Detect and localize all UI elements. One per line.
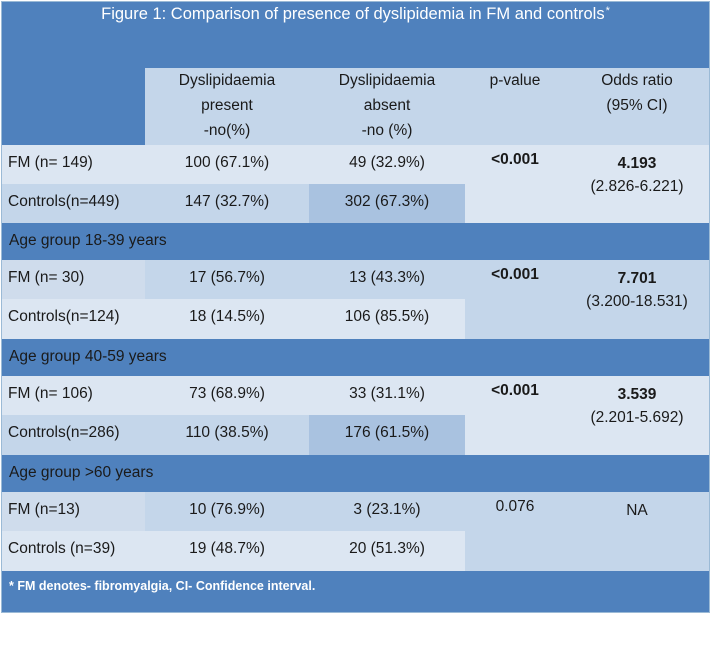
odds-ci: (2.201-5.692)	[590, 409, 684, 426]
row-label: Controls(n=449)	[2, 184, 145, 223]
present-cell: 147 (32.7%)	[145, 184, 309, 223]
absent-cell: 176 (61.5%)	[309, 415, 465, 455]
row-label: Controls (n=39)	[2, 531, 145, 571]
odds-value: 3.539	[617, 386, 657, 403]
header-pvalue-text: p-value	[489, 72, 541, 89]
header-odds-line1: Odds ratio	[601, 72, 673, 89]
odds-value: 7.701	[617, 270, 657, 287]
row-label: FM (n= 149)	[2, 145, 145, 184]
header-present-line1: Dyslipidaemia	[178, 72, 276, 89]
pvalue-cell: 0.076	[465, 492, 565, 571]
table-frame: Figure 1: Comparison of presence of dysl…	[1, 1, 710, 613]
present-cell: 19 (48.7%)	[145, 531, 309, 571]
pvalue-cell: <0.001	[465, 376, 565, 455]
group-label: Age group 18-39 years	[2, 223, 709, 260]
absent-cell: 49 (32.9%)	[309, 145, 465, 184]
header-present-line3: -no(%)	[203, 122, 251, 139]
present-cell: 18 (14.5%)	[145, 299, 309, 339]
odds-value: 4.193	[617, 155, 657, 172]
table-title: Figure 1: Comparison of presence of dysl…	[2, 2, 709, 68]
row-label: FM (n=13)	[2, 492, 145, 531]
pvalue-cell: <0.001	[465, 145, 565, 223]
absent-cell: 3 (23.1%)	[309, 492, 465, 531]
present-cell: 17 (56.7%)	[145, 260, 309, 299]
row-label: FM (n= 30)	[2, 260, 145, 299]
odds-ci: (3.200-18.531)	[586, 293, 688, 310]
header-odds-line2: (95% CI)	[606, 97, 668, 114]
odds-cell: 4.193 (2.826-6.221)	[565, 145, 709, 223]
present-cell: 110 (38.5%)	[145, 415, 309, 455]
absent-cell: 302 (67.3%)	[309, 184, 465, 223]
row-label: FM (n= 106)	[2, 376, 145, 415]
header-present: Dyslipidaemia present -no(%)	[145, 68, 309, 145]
group-label: Age group 40-59 years	[2, 339, 709, 376]
pvalue-cell: <0.001	[465, 260, 565, 339]
odds-ci: (2.826-6.221)	[590, 178, 684, 195]
header-absent-line3: -no (%)	[361, 122, 413, 139]
header-absent-line2: absent	[363, 97, 411, 114]
odds-cell: NA	[565, 492, 709, 571]
header-odds: Odds ratio (95% CI)	[565, 68, 709, 145]
present-cell: 10 (76.9%)	[145, 492, 309, 531]
absent-cell: 20 (51.3%)	[309, 531, 465, 571]
present-cell: 73 (68.9%)	[145, 376, 309, 415]
title-footnote-mark: *	[605, 5, 610, 17]
header-absent-line1: Dyslipidaemia	[338, 72, 436, 89]
group-label: Age group >60 years	[2, 455, 709, 492]
absent-cell: 33 (31.1%)	[309, 376, 465, 415]
header-present-line2: present	[201, 97, 253, 114]
footnote: * FM denotes- fibromyalgia, CI- Confiden…	[2, 571, 709, 612]
header-pvalue: p-value	[465, 68, 565, 145]
present-cell: 100 (67.1%)	[145, 145, 309, 184]
row-label: Controls(n=286)	[2, 415, 145, 455]
odds-cell: 3.539 (2.201-5.692)	[565, 376, 709, 455]
header-blank-cell	[2, 68, 145, 145]
row-label: Controls(n=124)	[2, 299, 145, 339]
odds-cell: 7.701 (3.200-18.531)	[565, 260, 709, 339]
odds-value: NA	[626, 502, 648, 519]
header-absent: Dyslipidaemia absent -no (%)	[309, 68, 465, 145]
title-text: Figure 1: Comparison of presence of dysl…	[101, 5, 605, 23]
absent-cell: 106 (85.5%)	[309, 299, 465, 339]
absent-cell: 13 (43.3%)	[309, 260, 465, 299]
